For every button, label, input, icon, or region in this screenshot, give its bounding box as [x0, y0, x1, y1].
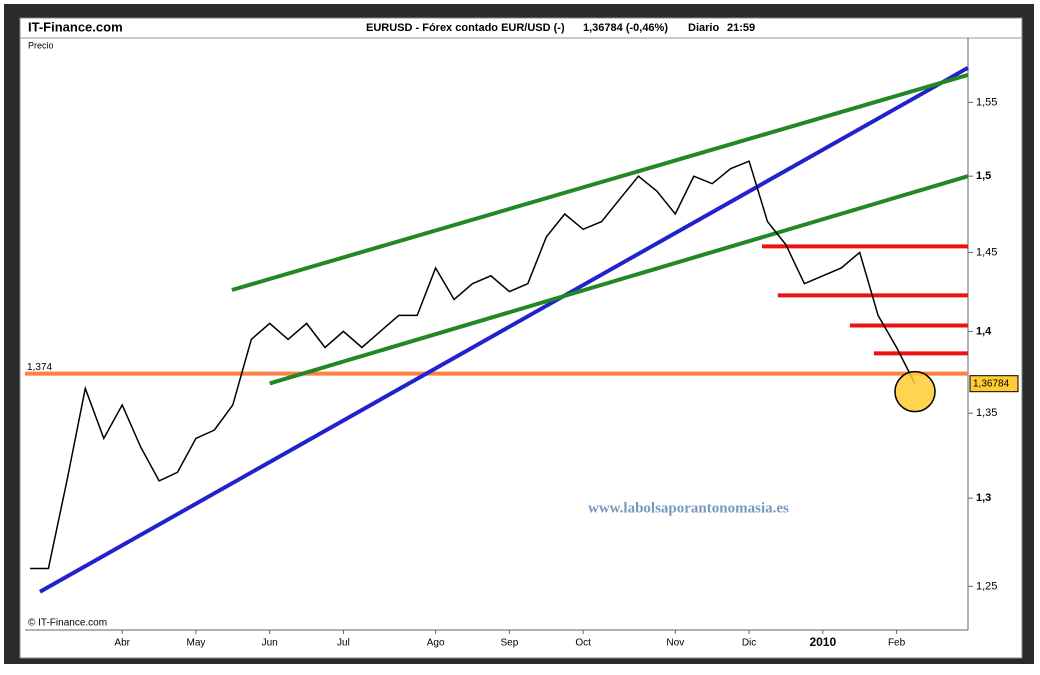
x-tick-label: Abr	[114, 638, 130, 649]
x-tick-label: Sep	[500, 638, 518, 649]
x-tick-label: 2010	[809, 635, 836, 649]
y-tick-label: 1,25	[976, 580, 997, 592]
y-tick-label: 1,5	[976, 170, 991, 182]
level-label: 1,374	[27, 362, 52, 373]
panel	[19, 17, 1023, 659]
trendline	[38, 66, 969, 594]
trendline	[231, 73, 969, 292]
quote: 1,36784 (-0,46%)	[583, 22, 668, 34]
y-tick-label: 1,45	[976, 246, 997, 258]
y-tick-label: 1,35	[976, 407, 997, 419]
x-tick-label: Jul	[337, 638, 350, 649]
trendline	[269, 174, 969, 386]
price-tag-label: 1,36784	[973, 378, 1010, 389]
y-tick-label: 1,3	[976, 492, 991, 504]
x-tick-label: Nov	[666, 638, 684, 649]
period: Diario	[688, 22, 719, 34]
x-tick-label: Feb	[888, 638, 906, 649]
x-tick-label: Dic	[742, 638, 756, 649]
watermark: www.labolsaporantonomasia.es	[588, 500, 789, 516]
x-tick-label: Jun	[262, 638, 278, 649]
price-line	[30, 160, 916, 570]
y-tick-label: 1,55	[976, 96, 997, 108]
highlight-circle	[894, 370, 936, 413]
x-tick-label: Oct	[575, 638, 591, 649]
chart-title: EURUSD - Fórex contado EUR/USD (-)	[366, 22, 565, 34]
x-tick-label: May	[186, 638, 205, 649]
y-label: Precio	[28, 40, 54, 50]
y-tick-label: 1,4	[976, 325, 992, 337]
copyright: © IT-Finance.com	[28, 618, 107, 629]
site-name: IT-Finance.com	[28, 19, 123, 34]
price-tag	[969, 375, 1019, 393]
x-tick-label: Ago	[427, 638, 445, 649]
time: 21:59	[727, 22, 755, 34]
